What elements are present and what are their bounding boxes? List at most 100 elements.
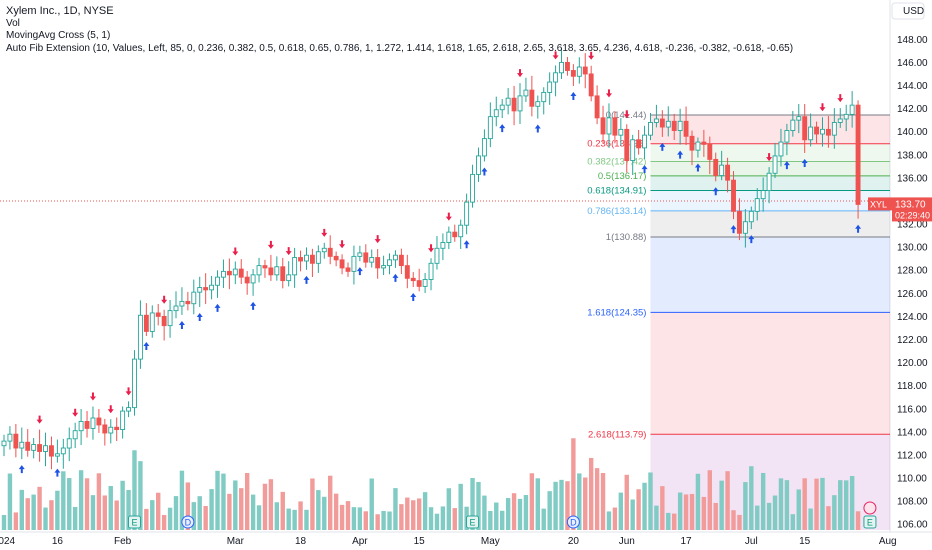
buy-signal-arrow xyxy=(855,224,862,233)
candle-body xyxy=(292,257,298,276)
volume-bar xyxy=(600,473,606,530)
price-tick-label: 126.00 xyxy=(897,289,928,300)
volume-bar xyxy=(594,468,600,530)
volume-bar xyxy=(339,504,345,530)
earnings-badge xyxy=(127,515,141,529)
volume-bar xyxy=(280,491,285,530)
volume-bar xyxy=(316,490,321,530)
volume-indicator-label[interactable]: Vol xyxy=(6,17,20,29)
buy-signal-arrow xyxy=(659,142,666,151)
candle-body xyxy=(339,259,345,269)
candle-body xyxy=(280,266,286,282)
sell-signal-arrow xyxy=(107,405,114,414)
candle-body xyxy=(820,128,825,135)
price-tick-label: 138.00 xyxy=(897,150,928,161)
buy-signal-arrow xyxy=(178,320,185,329)
symbol-title[interactable]: Xylem Inc., 1D, NYSE xyxy=(6,5,114,17)
volume-bar xyxy=(381,511,386,530)
time-tick-label: Apr xyxy=(352,536,368,547)
volume-bar xyxy=(304,509,309,530)
currency-button xyxy=(891,2,925,20)
buy-signal-arrow xyxy=(303,275,310,284)
candle-body xyxy=(529,89,535,107)
candle-body xyxy=(748,210,754,223)
volume-bar xyxy=(37,486,42,530)
time-tick-label: 15 xyxy=(414,536,426,547)
candle-body xyxy=(191,291,197,305)
time-tick-label: 20 xyxy=(568,536,580,547)
buy-signal-arrow xyxy=(54,468,61,477)
candle-body xyxy=(274,266,280,276)
volume-bar xyxy=(49,500,54,530)
candle-body xyxy=(825,128,831,136)
candle-body xyxy=(487,116,493,140)
volume-bar xyxy=(796,489,801,530)
volume-bar xyxy=(322,496,327,530)
candle-body xyxy=(392,254,398,261)
candle-body xyxy=(624,128,630,161)
sell-signal-arrow xyxy=(428,244,435,253)
fib-extension-indicator-label[interactable]: Auto Fib Extension (10, Values, Left, 85… xyxy=(6,42,794,54)
sell-signal-arrow xyxy=(72,408,79,417)
volume-bar xyxy=(470,478,475,530)
volume-bar xyxy=(19,489,24,530)
volume-bar xyxy=(844,480,849,530)
candle-body xyxy=(731,179,736,212)
candle-body xyxy=(137,314,143,360)
candle-body xyxy=(351,255,357,272)
volume-bar xyxy=(588,457,594,530)
candle-body xyxy=(855,104,861,205)
volume-bar xyxy=(132,450,137,530)
candle-body xyxy=(582,66,588,75)
price-tick-label: 112.00 xyxy=(897,450,927,461)
sell-signal-arrow xyxy=(766,153,773,162)
candle-body xyxy=(209,284,215,291)
candle-body xyxy=(677,120,683,131)
candle-body xyxy=(843,113,849,120)
candle-body xyxy=(422,279,428,287)
price-tick-label: 146.00 xyxy=(897,58,928,69)
candle-body xyxy=(689,135,695,151)
sell-signal-arrow xyxy=(267,240,274,249)
candle-body xyxy=(766,172,772,192)
sell-signal-arrow xyxy=(605,89,612,98)
volume-bar xyxy=(428,507,434,530)
volume-bar xyxy=(120,480,125,530)
candle-body xyxy=(659,118,665,128)
volume-bar xyxy=(778,478,784,530)
volume-bar xyxy=(660,486,665,530)
volume-bar xyxy=(772,495,778,530)
buy-signal-arrow xyxy=(570,91,577,100)
buy-signal-arrow xyxy=(712,187,719,196)
fib-zone xyxy=(650,312,890,435)
candle-body xyxy=(321,247,327,253)
volume-bar xyxy=(239,488,244,530)
last-price-tag xyxy=(892,197,932,222)
volume-bar xyxy=(333,493,339,530)
time-tick-label: Mar xyxy=(227,536,245,547)
time-tick-label: 15 xyxy=(799,536,811,547)
volume-bar xyxy=(161,514,167,530)
volume-bar xyxy=(666,512,671,530)
candle-body xyxy=(232,268,238,276)
volume-bar xyxy=(185,482,191,530)
candle-body xyxy=(790,119,796,131)
volume-bar xyxy=(375,514,380,530)
volume-bar xyxy=(345,501,351,530)
candle-body xyxy=(701,141,707,145)
fib-zone xyxy=(650,210,890,237)
candle-body xyxy=(541,91,547,103)
candle-body xyxy=(7,433,13,442)
buy-signal-arrow xyxy=(481,167,488,176)
candle-body xyxy=(802,116,808,141)
candle-body xyxy=(754,198,760,212)
moving-average-indicator-label[interactable]: MovingAvg Cross (5, 1) xyxy=(6,30,111,41)
candle-body xyxy=(120,410,126,431)
volume-bar xyxy=(760,472,766,530)
lightning-icon xyxy=(863,501,877,515)
candle-body xyxy=(19,441,25,449)
candle-body xyxy=(102,424,108,434)
volume-bar xyxy=(90,495,96,530)
buy-signal-arrow xyxy=(783,161,790,170)
